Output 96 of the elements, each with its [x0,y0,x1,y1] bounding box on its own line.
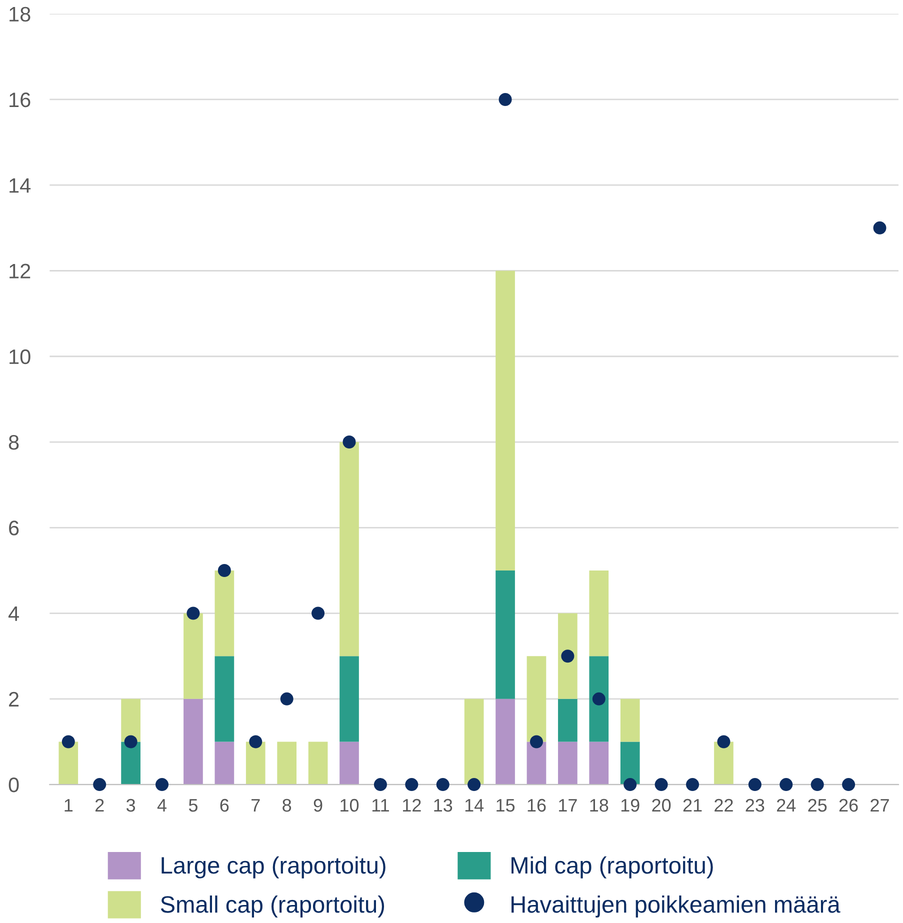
bar [526,656,546,742]
bar [464,698,484,785]
bar [340,742,359,785]
bar [340,442,359,656]
bar [121,742,140,785]
bar [340,656,359,742]
point [654,778,668,792]
bar [496,270,515,570]
y-tick-label: 10 [10,349,30,364]
point [156,778,169,792]
bar [558,613,578,699]
x-tick-label: 11 [372,799,389,812]
bar [214,570,234,656]
x-tick-label: 6 [220,798,229,812]
x-tick-label: 3 [126,798,136,812]
x-tick-label: 10 [340,798,359,812]
legend-label: Small cap (raportoitu) [160,895,384,918]
y-tick-label: 2 [9,692,19,706]
x-tick-label: 22 [714,798,733,812]
bar [277,742,297,785]
point [93,778,106,792]
point [561,650,574,663]
point [124,735,138,748]
bar [589,742,609,785]
x-tick-label: 24 [777,798,796,812]
x-tick-label: 21 [683,798,702,812]
point [842,778,856,792]
point [624,778,637,792]
bar [214,742,234,785]
x-tick-label: 5 [188,799,198,812]
x-tick-label: 20 [652,798,671,812]
point [249,735,262,748]
bar [620,742,640,785]
x-tick-label: 13 [434,798,452,812]
bar [589,570,609,656]
bar [308,742,328,785]
y-tick-label: 12 [10,264,30,278]
point [62,735,75,748]
y-tick-label: 4 [8,606,19,621]
x-tick-label: 19 [621,798,640,812]
x-tick-label: 25 [808,798,827,812]
bar [214,656,234,742]
y-tick-label: 18 [10,6,30,22]
x-tick-label: 4 [157,799,166,812]
point [873,221,886,234]
point [405,778,418,792]
bar [620,698,640,742]
point [530,735,543,748]
x-tick-label: 7 [252,799,260,812]
x-tick-label: 18 [590,798,608,812]
point [810,778,824,792]
x-tick-label: 12 [403,798,421,812]
point [374,778,387,792]
x-tick-label: 23 [746,798,764,812]
bar [558,698,578,742]
point [342,436,356,449]
bar [246,742,266,785]
point [717,735,730,748]
point [748,778,762,792]
legend-label: Havaittujen poikkeamien määrä [512,895,840,918]
y-tick-label: 16 [10,92,30,108]
bar [121,698,140,742]
bar [714,742,734,785]
x-tick-label: 15 [496,799,515,812]
point [780,778,793,792]
bar [496,698,515,785]
x-tick-label: 1 [64,799,73,812]
point [498,92,512,106]
bar [58,742,78,785]
point [280,692,294,706]
point [468,778,481,792]
bar [184,613,203,699]
y-tick-label: 0 [8,778,19,792]
point [186,606,200,620]
y-tick-label: 8 [8,435,19,450]
x-tick-label: 27 [870,798,889,812]
x-tick-label: 8 [282,798,292,812]
bar [496,570,515,699]
point [312,606,325,620]
x-tick-label: 2 [95,798,104,812]
x-tick-label: 14 [465,799,484,812]
point [686,778,700,792]
point [218,564,231,577]
point [592,692,606,706]
point [436,778,450,792]
x-tick-label: 9 [314,798,322,812]
legend-label: Large cap (raportoitu) [162,856,386,878]
bar [558,742,578,785]
x-tick-label: 16 [528,798,546,812]
y-tick-label: 14 [10,178,31,193]
bar [589,656,609,742]
legend-label: Mid cap (raportoitu) [512,856,713,878]
x-tick-label: 26 [839,798,858,812]
y-tick-label: 6 [9,520,19,536]
x-tick-label: 17 [559,799,577,812]
bar [184,698,203,785]
